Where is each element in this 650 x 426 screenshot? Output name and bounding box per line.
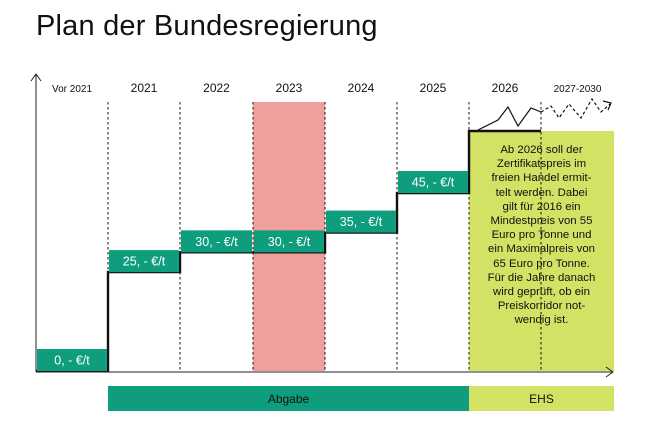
note-background	[469, 131, 614, 371]
price-box-2021	[109, 250, 179, 273]
note-line: Ab 2026 soll der	[500, 144, 583, 156]
price-box-2022	[181, 230, 252, 253]
price-step-line	[36, 129, 541, 373]
market-price-zigzag	[477, 105, 542, 131]
note-line: Euro pro Tonne und	[491, 229, 592, 242]
price-label-2024: 35, - €/t	[340, 215, 383, 229]
price-box-2023	[254, 230, 324, 253]
year-label-2022: 2022	[203, 81, 230, 95]
band-label-abgabe: Abgabe	[268, 392, 310, 406]
market-price-zigzag-projection	[540, 97, 611, 120]
price-label-2023: 30, - €/t	[268, 235, 311, 249]
year-label-2021: 2021	[131, 81, 158, 95]
market-price-arrowhead	[602, 100, 612, 111]
price-label-2025: 45, - €/t	[412, 176, 455, 190]
market-phase-note: Ab 2026 soll der Zertifikatspreis im freie…	[469, 131, 614, 371]
y-axis-arrow	[30, 73, 42, 82]
price-box-2024	[326, 210, 396, 233]
note-line: gilt für 2016 ein	[502, 200, 581, 213]
year-label-vor-2021: Vor 2021	[52, 84, 92, 95]
price-label-2021: 25, - €/t	[123, 255, 166, 269]
band-ehs	[469, 386, 614, 411]
band-label-ehs: EHS	[529, 392, 554, 406]
price-label-vor-2021: 0, - €/t	[54, 354, 90, 368]
note-line: wird geprüft, ob ein	[493, 286, 590, 299]
price-box-2025	[398, 171, 468, 193]
note-line: Zertifikatspreis im	[496, 158, 587, 171]
price-box-vor-2021	[37, 349, 107, 371]
year-label-2023: 2023	[276, 81, 303, 95]
year-label-2027-2030: 2027-2030	[554, 84, 602, 95]
band-abgabe	[108, 386, 469, 411]
note-line: 65 Euro pro Tonne.	[493, 257, 590, 270]
note-line: Für die Jahre danach	[487, 271, 596, 284]
note-line: freien Handel ermit-	[491, 172, 592, 185]
note-line: telt werden. Dabei	[495, 186, 588, 199]
note-line: Mindestpreis von 55	[490, 215, 593, 228]
year-label-2024: 2024	[348, 81, 375, 95]
note-line: Preiskorridor not-	[497, 300, 586, 313]
price-label-2022: 30, - €/t	[195, 235, 238, 249]
year-label-2026: 2026	[492, 81, 519, 95]
x-axis-arrow	[605, 366, 614, 378]
note-line: ein Maximalpreis von	[488, 243, 595, 256]
note-line: wendig ist.	[514, 314, 569, 327]
year-label-2025: 2025	[420, 81, 447, 95]
chart-title: Plan der Bundesregierung	[36, 10, 378, 42]
